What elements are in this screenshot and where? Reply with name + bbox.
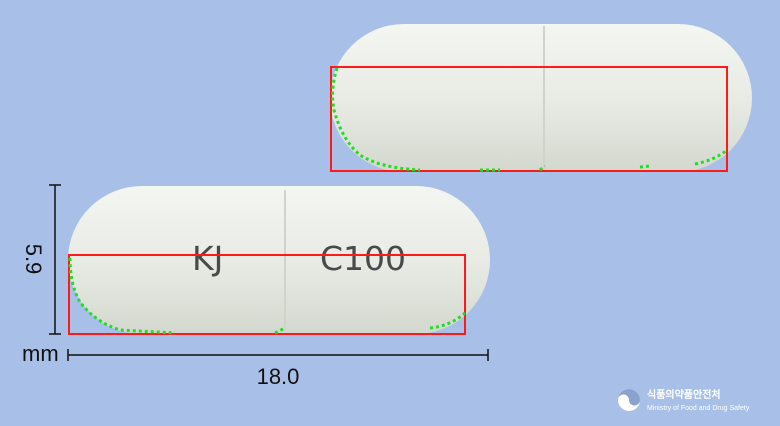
unit-label: mm	[22, 341, 59, 366]
back-capsule	[330, 24, 752, 172]
back-capsule-bounding-box	[330, 66, 728, 172]
length-dimension: mm 18.0	[22, 341, 489, 389]
front-capsule-body	[68, 186, 490, 334]
front-capsule-bounding-box	[68, 254, 466, 335]
imprint-right: C100	[320, 239, 406, 278]
height-dimension: 5.9	[21, 184, 61, 335]
agency-logo: 식품의약품안전처 Ministry of Food and Drug Safet…	[618, 388, 750, 412]
height-dimension-value: 5.9	[21, 244, 46, 275]
front-capsule: KJ C100	[68, 186, 490, 335]
agency-name-en: Ministry of Food and Drug Safety	[647, 405, 750, 412]
agency-name-ko: 식품의약품안전처	[647, 388, 721, 401]
length-dimension-value: 18.0	[257, 364, 300, 389]
back-capsule-body	[330, 24, 752, 172]
front-capsule-contour	[68, 257, 466, 335]
imprint-left: KJ	[192, 239, 223, 278]
taegeuk-emblem-icon	[618, 389, 640, 411]
